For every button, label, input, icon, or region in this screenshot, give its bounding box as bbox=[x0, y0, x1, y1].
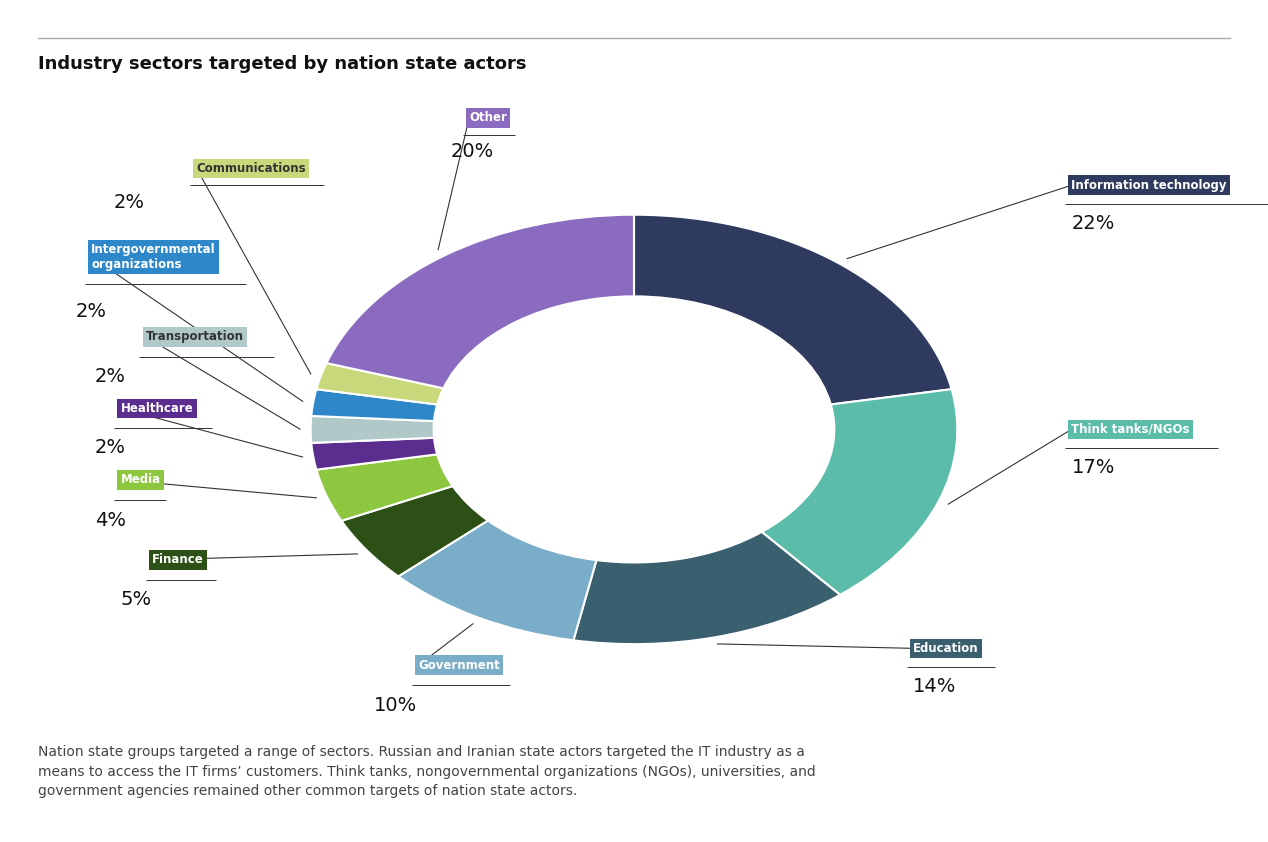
Text: 17%: 17% bbox=[1071, 458, 1115, 477]
Text: Healthcare: Healthcare bbox=[120, 402, 193, 415]
Wedge shape bbox=[634, 215, 951, 404]
Wedge shape bbox=[312, 438, 437, 470]
Wedge shape bbox=[317, 363, 444, 404]
Text: Education: Education bbox=[913, 642, 979, 655]
Text: 4%: 4% bbox=[95, 511, 126, 530]
Text: Industry sectors targeted by nation state actors: Industry sectors targeted by nation stat… bbox=[38, 55, 526, 72]
Wedge shape bbox=[341, 486, 488, 577]
Text: Other: Other bbox=[469, 111, 507, 125]
Text: Media: Media bbox=[120, 473, 161, 487]
Wedge shape bbox=[573, 532, 841, 644]
Wedge shape bbox=[312, 389, 437, 421]
Circle shape bbox=[436, 298, 832, 561]
Text: Information technology: Information technology bbox=[1071, 179, 1227, 192]
Text: Transportation: Transportation bbox=[146, 330, 243, 344]
Text: 2%: 2% bbox=[95, 367, 126, 386]
Wedge shape bbox=[762, 389, 957, 594]
Text: 20%: 20% bbox=[450, 142, 493, 161]
Wedge shape bbox=[398, 520, 596, 640]
Text: Government: Government bbox=[418, 658, 500, 672]
Text: 14%: 14% bbox=[913, 677, 956, 695]
Text: 2%: 2% bbox=[76, 302, 107, 321]
Wedge shape bbox=[326, 215, 634, 388]
Wedge shape bbox=[317, 455, 453, 521]
Text: Finance: Finance bbox=[152, 553, 204, 567]
Text: 22%: 22% bbox=[1071, 214, 1115, 232]
Text: 2%: 2% bbox=[114, 193, 145, 211]
Text: 10%: 10% bbox=[374, 696, 417, 715]
Text: Communications: Communications bbox=[197, 162, 306, 175]
Text: Think tanks/NGOs: Think tanks/NGOs bbox=[1071, 423, 1189, 436]
Text: 2%: 2% bbox=[95, 439, 126, 457]
Text: Intergovernmental
organizations: Intergovernmental organizations bbox=[91, 242, 216, 271]
Wedge shape bbox=[311, 416, 434, 443]
Text: 5%: 5% bbox=[120, 590, 152, 609]
Text: Nation state groups targeted a range of sectors. Russian and Iranian state actor: Nation state groups targeted a range of … bbox=[38, 745, 815, 798]
